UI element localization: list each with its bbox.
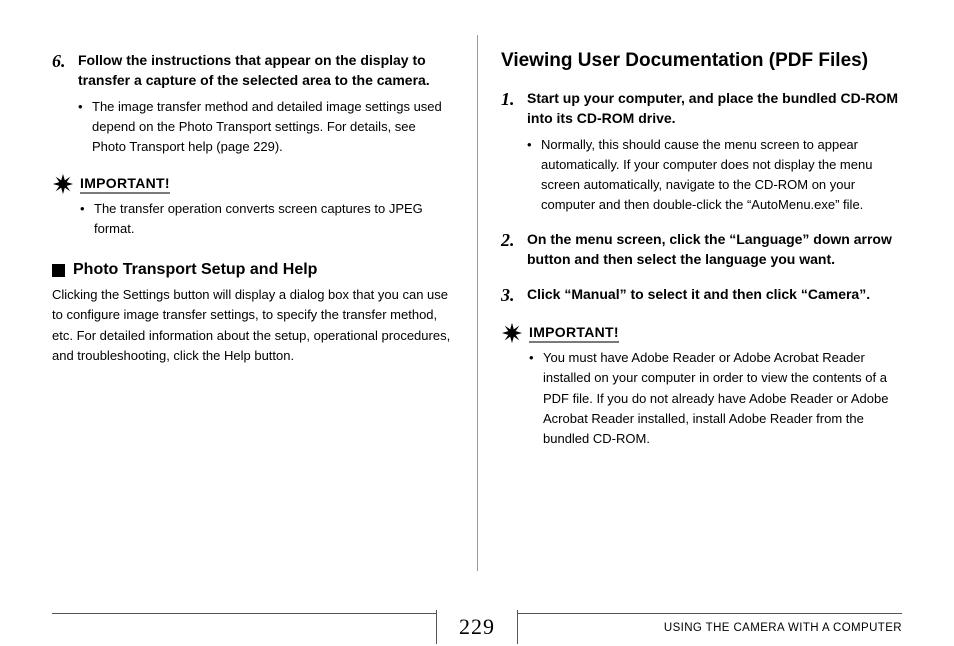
bullet-icon: • [527, 135, 541, 216]
bullet-icon: • [529, 348, 543, 449]
step-note: • The image transfer method and detailed… [78, 97, 453, 157]
step-number: 1. [501, 88, 527, 111]
column-divider [477, 35, 478, 571]
bullet-icon: • [80, 199, 94, 239]
important-header: IMPORTANT! [52, 173, 453, 195]
bullet-icon: • [78, 97, 92, 157]
important-label: IMPORTANT! [80, 175, 170, 194]
section-heading: Viewing User Documentation (PDF Files) [501, 50, 902, 72]
page-footer: 229 USING THE CAMERA WITH A COMPUTER [52, 613, 902, 614]
important-note: • You must have Adobe Reader or Adobe Ac… [529, 348, 902, 449]
important-label: IMPORTANT! [529, 324, 619, 343]
important-header: IMPORTANT! [501, 322, 902, 344]
note-text: Normally, this should cause the menu scr… [541, 135, 902, 216]
important-note: • The transfer operation converts screen… [80, 199, 453, 239]
square-icon [52, 264, 65, 277]
step-number: 6. [52, 50, 78, 73]
sub-heading: Photo Transport Setup and Help [52, 261, 453, 279]
page-number: 229 [436, 610, 518, 644]
important-text: The transfer operation converts screen c… [94, 199, 453, 239]
body-paragraph: Clicking the Settings button will displa… [52, 285, 453, 366]
footer-rule: 229 USING THE CAMERA WITH A COMPUTER [52, 613, 902, 614]
left-column: 6. Follow the instructions that appear o… [52, 50, 477, 575]
important-text: You must have Adobe Reader or Adobe Acro… [543, 348, 902, 449]
manual-page: 6. Follow the instructions that appear o… [0, 0, 954, 646]
step-instruction: On the menu screen, click the “Language”… [527, 229, 902, 270]
step-3: 3. Click “Manual” to select it and then … [501, 284, 902, 307]
burst-icon [52, 173, 74, 195]
step-6: 6. Follow the instructions that appear o… [52, 50, 453, 157]
footer-section-label: USING THE CAMERA WITH A COMPUTER [664, 622, 902, 634]
step-2: 2. On the menu screen, click the “Langua… [501, 229, 902, 270]
step-instruction: Click “Manual” to select it and then cli… [527, 284, 870, 304]
step-instruction: Start up your computer, and place the bu… [527, 88, 902, 129]
step-number: 2. [501, 229, 527, 252]
step-note: • Normally, this should cause the menu s… [527, 135, 902, 216]
sub-heading-text: Photo Transport Setup and Help [73, 261, 317, 279]
step-number: 3. [501, 284, 527, 307]
step-instruction: Follow the instructions that appear on t… [78, 50, 453, 91]
step-1: 1. Start up your computer, and place the… [501, 88, 902, 215]
burst-icon [501, 322, 523, 344]
note-text: The image transfer method and detailed i… [92, 97, 453, 157]
right-column: Viewing User Documentation (PDF Files) 1… [477, 50, 902, 575]
